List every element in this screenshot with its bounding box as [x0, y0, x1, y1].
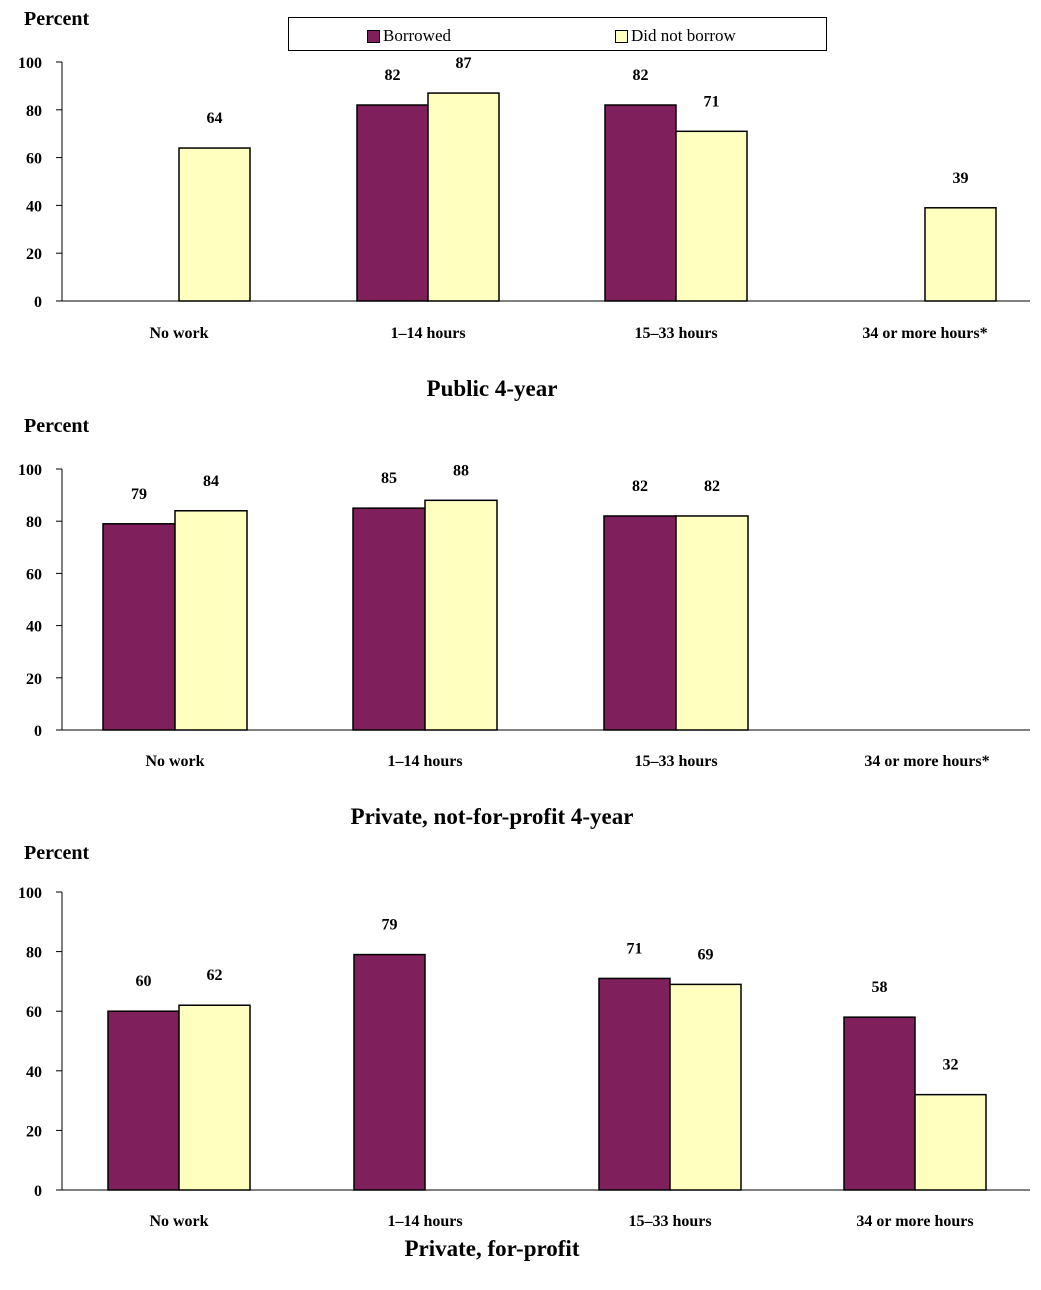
chart-2-bar-did-not-borrow	[174, 510, 248, 731]
chart-1-category-label: 34 or more hours*	[862, 325, 987, 342]
chart-1-data-label: 39	[953, 170, 969, 187]
legend-label-did-not-borrow: Did not borrow	[631, 26, 736, 45]
chart-1-y-tick-label: 100	[18, 55, 42, 72]
legend-label-borrowed: Borrowed	[383, 26, 451, 45]
chart-1-data-label: 82	[385, 67, 401, 84]
chart-3-data-label: 69	[698, 946, 714, 963]
chart-3-bar-borrowed	[598, 977, 671, 1191]
chart-2-category-label: 34 or more hours*	[864, 753, 989, 770]
chart-3-category-label: 15–33 hours	[628, 1213, 711, 1230]
chart-3-bar-borrowed	[843, 1016, 916, 1191]
chart-2-bar-did-not-borrow	[675, 515, 749, 731]
chart-3-title: Private, for-profit	[405, 1236, 580, 1261]
chart-3-y-tick-label: 80	[26, 945, 42, 962]
chart-2-data-label: 85	[381, 470, 397, 487]
chart-3-data-label: 71	[627, 940, 643, 957]
chart-3-data-label: 62	[207, 967, 223, 984]
chart-3-y-axis-label: Percent	[24, 842, 89, 864]
chart-2-y-axis-label: Percent	[24, 415, 89, 437]
chart-2-y-tick-label: 60	[26, 566, 42, 583]
chart-2-bar-borrowed	[102, 523, 176, 731]
chart-2-y-tick-label: 40	[26, 619, 42, 636]
chart-1-bar-did-not-borrow	[178, 147, 251, 302]
chart-3-data-label: 32	[943, 1057, 959, 1074]
chart-1-category-label: 1–14 hours	[390, 325, 465, 342]
chart-1-category-label: 15–33 hours	[634, 325, 717, 342]
chart-2-data-label: 82	[704, 478, 720, 495]
chart-1-title: Public 4-year	[427, 376, 558, 401]
chart-1-data-label: 82	[633, 67, 649, 84]
chart-1-y-tick-label: 20	[26, 246, 42, 263]
chart-2-bar-borrowed	[603, 515, 677, 731]
chart-3-bar-borrowed	[107, 1010, 180, 1191]
chart-2-data-label: 88	[453, 462, 469, 479]
chart-2-category-label: 15–33 hours	[634, 753, 717, 770]
chart-1-data-label: 87	[456, 55, 472, 72]
chart-3-bar-did-not-borrow	[178, 1004, 251, 1191]
chart-2-title: Private, not-for-profit 4-year	[351, 804, 634, 829]
chart-1-bar-borrowed	[604, 104, 677, 302]
chart-1-y-tick-label: 0	[34, 294, 42, 311]
chart-1-y-tick-label: 40	[26, 198, 42, 215]
chart-3-y-tick-label: 0	[34, 1183, 42, 1200]
chart-3-y-tick-label: 60	[26, 1004, 42, 1021]
chart-2-data-label: 79	[131, 486, 147, 503]
chart-2-y-tick-label: 100	[18, 462, 42, 479]
chart-1-bar-borrowed	[356, 104, 429, 302]
legend-item-borrowed: Borrowed	[367, 26, 451, 46]
chart-1-bar-did-not-borrow	[427, 92, 500, 302]
chart-1-data-label: 64	[207, 110, 223, 127]
chart-2-category-label: 1–14 hours	[387, 753, 462, 770]
chart-3-bar-did-not-borrow	[669, 983, 742, 1191]
chart-3-y-tick-label: 20	[26, 1123, 42, 1140]
chart-2-category-label: No work	[145, 753, 204, 770]
chart-1-y-tick-label: 80	[26, 103, 42, 120]
chart-3-data-label: 58	[872, 979, 888, 996]
chart-2-y-tick-label: 20	[26, 671, 42, 688]
chart-3-data-label: 60	[136, 973, 152, 990]
legend-swatch-borrowed	[367, 29, 380, 43]
chart-2-bar-borrowed	[352, 507, 426, 731]
chart-1-data-label: 71	[704, 93, 720, 110]
chart-1-y-tick-label: 60	[26, 151, 42, 168]
chart-2-data-label: 84	[203, 473, 219, 490]
chart-1-category-label: No work	[149, 325, 208, 342]
chart-3-category-label: No work	[149, 1213, 208, 1230]
chart-3-data-label: 79	[382, 917, 398, 934]
chart-3-category-label: 34 or more hours	[856, 1213, 973, 1230]
chart-legend: Borrowed Did not borrow	[288, 17, 827, 51]
chart-1-bar-did-not-borrow	[924, 207, 997, 302]
legend-swatch-did-not-borrow	[615, 29, 628, 43]
chart-3-category-label: 1–14 hours	[387, 1213, 462, 1230]
chart-1-y-axis-label: Percent	[24, 8, 89, 30]
legend-item-did-not-borrow: Did not borrow	[615, 26, 736, 46]
chart-3-bar-borrowed	[353, 953, 426, 1191]
chart-3-y-tick-label: 40	[26, 1064, 42, 1081]
chart-2-y-tick-label: 80	[26, 514, 42, 531]
chart-2-bar-did-not-borrow	[424, 499, 498, 731]
chart-2-y-tick-label: 0	[34, 723, 42, 740]
chart-3-bar-did-not-borrow	[914, 1093, 987, 1191]
chart-1-bar-did-not-borrow	[675, 130, 748, 302]
chart-3-y-tick-label: 100	[18, 885, 42, 902]
chart-2-data-label: 82	[632, 478, 648, 495]
